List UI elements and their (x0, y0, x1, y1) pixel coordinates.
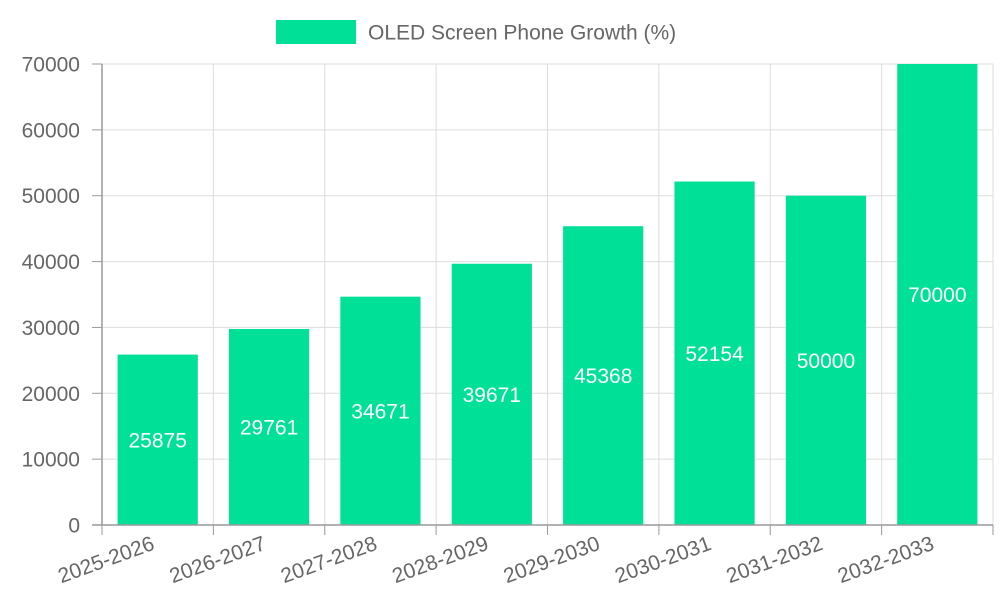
bars (117, 64, 978, 526)
bar-value-label: 34671 (351, 400, 409, 423)
x-tick-label: 2027-2028 (278, 532, 380, 588)
bar-value-label: 70000 (908, 284, 966, 307)
bar-value-label: 52154 (685, 343, 744, 366)
y-tick-label: 50000 (22, 185, 80, 208)
bar-value-label: 25875 (128, 429, 186, 452)
bar-value-label: 29761 (240, 417, 298, 440)
legend-swatch[interactable] (276, 20, 356, 44)
bar[interactable] (228, 329, 310, 525)
data-labels: 25875 29761 34671 39671 45368 52154 50000 70000 (128, 284, 966, 452)
y-tick-label: 40000 (22, 251, 80, 274)
bar[interactable] (785, 195, 867, 525)
y-tick-label: 60000 (22, 119, 80, 142)
x-tick-label: 2030-2031 (612, 532, 714, 588)
legend[interactable]: OLED Screen Phone Growth (%) (276, 20, 676, 45)
bar-value-label: 50000 (797, 350, 855, 373)
bar[interactable] (340, 296, 421, 525)
y-tick-label: 20000 (22, 383, 80, 406)
bar[interactable] (563, 226, 644, 526)
bar[interactable] (674, 181, 755, 525)
legend-label[interactable]: OLED Screen Phone Growth (%) (368, 22, 676, 45)
bar[interactable] (451, 263, 532, 525)
bar[interactable] (117, 354, 198, 525)
y-tick-label: 0 (68, 515, 80, 538)
x-tick-label: 2026-2027 (167, 532, 269, 588)
y-tick-label: 30000 (22, 317, 80, 340)
bar-value-label: 45368 (574, 365, 632, 388)
x-tick-label: 2028-2029 (389, 532, 491, 588)
x-tick-label: 2031-2032 (723, 532, 825, 588)
x-tick-label: 2029-2030 (501, 532, 603, 588)
y-tick-label: 70000 (22, 54, 80, 77)
bar[interactable] (897, 64, 978, 525)
grid (102, 63, 994, 525)
bar-value-label: 39671 (463, 384, 521, 407)
x-tick-label: 2032-2033 (835, 532, 937, 588)
y-tick-label: 10000 (22, 449, 80, 472)
x-tick-label: 2025-2026 (55, 532, 157, 588)
